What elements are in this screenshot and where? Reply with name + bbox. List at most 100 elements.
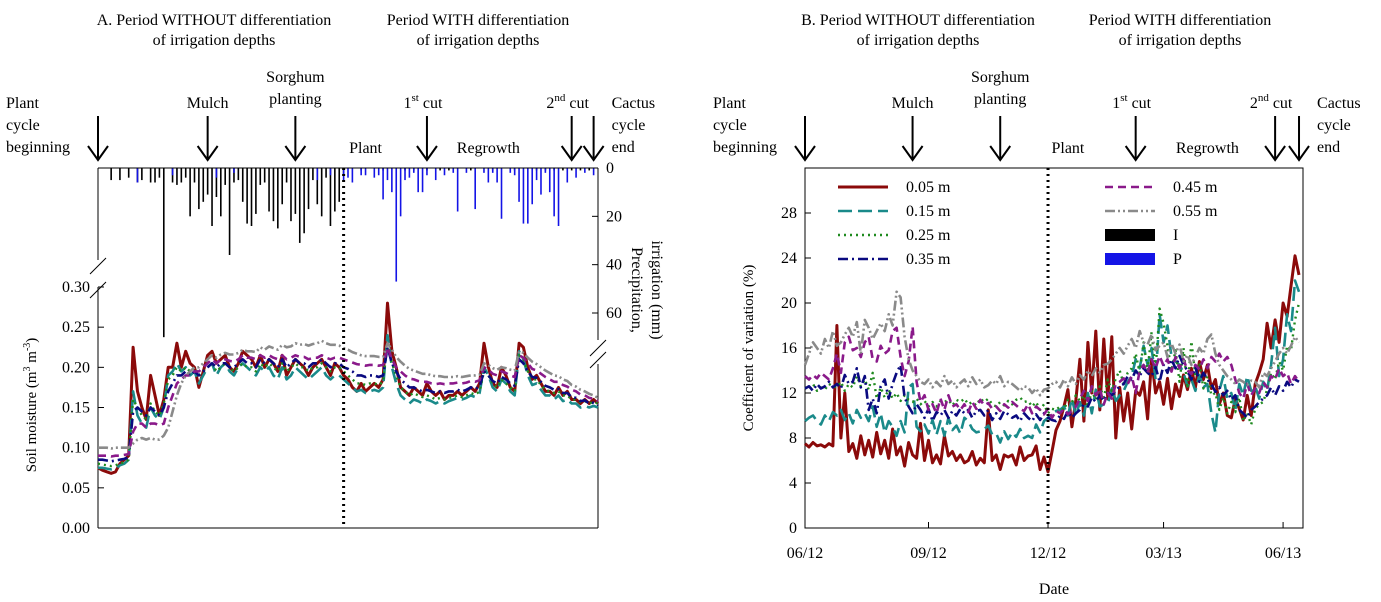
panel-b-legend-label-2: 0.25 m: [906, 227, 951, 244]
panel-a-bar-I-4: [141, 168, 143, 181]
panel-a-bar-I-12: [184, 168, 187, 178]
panel-a-bar-I-0: [110, 168, 112, 181]
panel-a-bar-I-33: [277, 168, 279, 229]
panel-a-series-0: [97, 301, 600, 475]
panel-a-bar-P-9: [360, 168, 362, 176]
panel-a-bar-I-10: [176, 168, 178, 185]
panel-b-event-3: Plant: [1051, 140, 1084, 157]
panel-b-event-label-1-0: Mulch: [892, 95, 934, 112]
panel-a-bar-I-13: [189, 168, 191, 217]
panel-a-bar-I-39: [303, 168, 305, 234]
panel-a-bar-P-25: [443, 168, 446, 176]
panel-a-bar-I-54: [439, 168, 441, 171]
panel-a-event-label-3-0: Plant: [349, 140, 382, 157]
panel-b-title-2: of irrigation depths: [857, 32, 980, 49]
panel-a-title-2: of irrigation depths: [153, 32, 276, 49]
panel-b-legend-label-7: P: [1173, 251, 1182, 268]
panel-a-bar-P-44: [548, 168, 551, 193]
panel-b: B. Period WITHOUT differentiation of irr…: [713, 12, 1361, 598]
panel-b-legend-label-1: 0.15 m: [906, 203, 951, 220]
panel-b-event-label-7-2: end: [1317, 139, 1340, 156]
panel-a-series-1: [98, 333, 599, 471]
panel-a-event-5: Regrowth: [457, 140, 520, 157]
panel-a-bar-P-34: [500, 168, 503, 219]
panel-a-bar-I-24: [237, 168, 240, 181]
panel-b-event-arrowhead-4: [1124, 145, 1147, 162]
panel-a-event-label-7-1: cycle: [612, 117, 646, 134]
panel-a-bar-I-8: [162, 168, 165, 338]
panel-a-bar-P-14: [386, 168, 389, 181]
panel-a-bar-I-14: [193, 168, 196, 183]
panel-b-series-5: [803, 290, 1301, 397]
panel-b-event-label-4: 1st cut: [1112, 92, 1151, 112]
panel-a-y-ticks: 0.00 0.05 0.10 0.15 0.20 0.25 0.30: [62, 279, 104, 537]
panel-b-event-label-7-0: Cactus: [1317, 95, 1361, 112]
panel-a-bar-I-15: [198, 168, 200, 210]
panel-a-bar-I-37: [294, 168, 297, 214]
panel-a-rtick-label-0: 0: [606, 160, 614, 177]
panel-b-event-2: Sorghum planting: [971, 69, 1030, 162]
panel-a-right-label-2: irrigation (mm): [648, 240, 665, 339]
panel-a-event-label-1-0: Mulch: [187, 95, 229, 112]
panel-b-event-arrowhead-6: [1264, 145, 1286, 162]
panel-a-bar-I-2: [127, 168, 130, 178]
panel-a-bar-P-33: [496, 168, 498, 183]
panel-a-bar-P-37: [518, 168, 520, 202]
panel-b-event-arrowhead-0: [794, 145, 816, 162]
panel-b-event-4: 1st cut: [1112, 92, 1152, 162]
panel-a-bar-P-49: [584, 168, 586, 173]
panel-a-ytick-label-6: 0.30: [62, 279, 90, 296]
panel-a-bar-I-22: [228, 168, 231, 255]
panel-a-bar-I-34: [281, 168, 284, 205]
panel-a-bars: [110, 168, 595, 338]
panel-b-title2-1: Period WITH differentiation: [1089, 12, 1271, 29]
panel-a-bar-P-0: [136, 168, 139, 183]
panel-a-bar-P-18: [404, 168, 406, 181]
panel-a-bar-I-43: [320, 168, 323, 217]
panel-a-bar-P-40: [531, 168, 534, 205]
panel-a-bar-I-38: [298, 168, 301, 243]
panel-a-event-label-7-2: end: [612, 139, 635, 156]
panel-a-axis-break-right: [589, 339, 607, 369]
panel-b-legend-swatch-7: [1105, 253, 1155, 265]
panel-a-bar-P-29: [474, 168, 476, 210]
panel-a-bar-P-39: [527, 168, 529, 224]
panel-a-bar-P-45: [553, 168, 555, 217]
panel-a: A. Period WITHOUT differentiation of irr…: [6, 12, 665, 537]
panel-a-event-label-4: 1st cut: [404, 92, 443, 112]
panel-a-ytick-label-2: 0.10: [62, 440, 90, 457]
panel-a-event-arrowhead-4: [416, 145, 438, 162]
panel-a-event-0: Plant cycle beginning: [6, 95, 109, 162]
panel-b-legend-label-4: 0.45 m: [1173, 179, 1218, 196]
panel-b-event-markers: Plant cycle beginning Mulch Sorghum planting P…: [713, 69, 1361, 162]
panel-a-event-arrowhead-2: [284, 145, 307, 162]
panel-b-ytick-label-7: 28: [781, 205, 797, 222]
panel-b-event-label-7-1: cycle: [1317, 117, 1351, 134]
panel-a-event-label-0-2: beginning: [6, 139, 70, 156]
panel-a-event-4: 1st cut: [404, 92, 443, 162]
panel-a-bar-I-7: [158, 168, 161, 178]
panel-a-bar-P-1: [171, 168, 174, 176]
panel-a-event-arrowhead-7: [582, 145, 605, 162]
panel-a-bar-P-31: [487, 168, 490, 183]
panel-a-bar-I-20: [220, 168, 222, 217]
panel-b-ytick-label-5: 20: [781, 295, 797, 312]
panel-b-xtick-label-2: 12/12: [1030, 545, 1066, 562]
panel-b-event-5: Regrowth: [1176, 140, 1239, 157]
panel-b-xtick-label-1: 09/12: [910, 545, 946, 562]
panel-a-bar-I-31: [268, 168, 270, 212]
panel-a-bar-P-26: [452, 168, 455, 173]
panel-b-x-label: Date: [1039, 581, 1069, 598]
panel-b-y-label: Coefficient of variation (%): [741, 265, 757, 432]
panel-a-rtick-label-3: 60: [606, 305, 622, 322]
panel-a-event-label-2-0: Sorghum: [266, 69, 325, 86]
panel-b-series-4: [804, 325, 1301, 420]
panel-a-title2-2: of irrigation depths: [417, 32, 540, 49]
panel-b-legend-label-0: 0.05 m: [906, 179, 951, 196]
panel-a-title-1: A. Period WITHOUT differentiation: [97, 12, 332, 29]
panel-a-series: [97, 301, 600, 475]
panel-b-event-label-0-2: beginning: [713, 139, 777, 156]
panel-a-bar-I-56: [470, 168, 472, 171]
panel-a-bar-I-1: [119, 168, 121, 181]
